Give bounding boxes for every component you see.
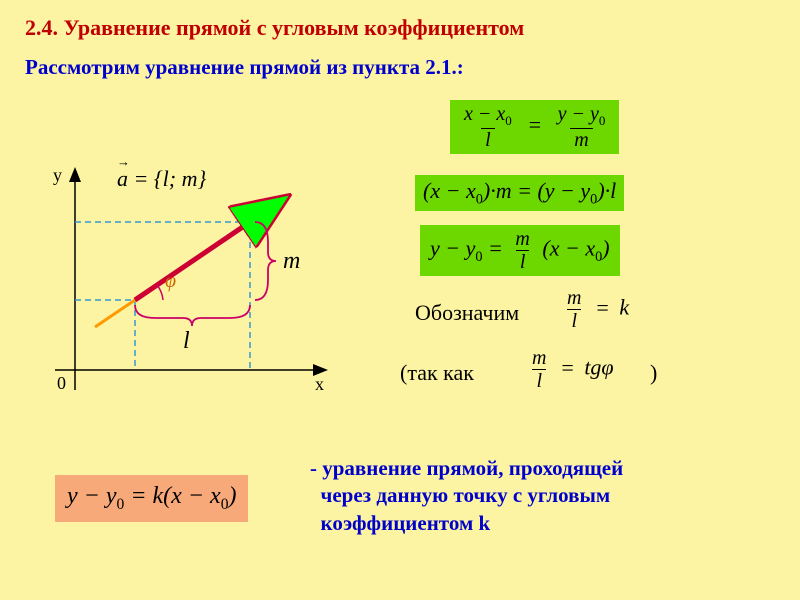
page-root: 2.4. Уравнение прямой с угловым коэффици…: [0, 0, 800, 600]
equation-3: y − y0 = m l (x − x0): [420, 225, 620, 276]
direction-vector: [135, 222, 250, 300]
because-close: ): [650, 360, 657, 386]
section-heading: 2.4. Уравнение прямой с угловым коэффици…: [25, 15, 524, 41]
y-axis-label: y: [53, 165, 62, 186]
conclusion-text: - уравнение прямой, проходящей через дан…: [310, 455, 623, 537]
k-definition: m l = k: [555, 285, 637, 334]
m-bracket: [255, 222, 276, 300]
origin-label: 0: [57, 373, 66, 394]
equation-final: y − y0 = k(x − x0): [55, 475, 248, 522]
vector-def: →a = {l; m}: [117, 166, 206, 192]
section-subheading: Рассмотрим уравнение прямой из пункта 2.…: [25, 55, 464, 80]
l-bracket: [135, 305, 250, 326]
graph-svg: [25, 160, 345, 410]
denote-label: Обозначим: [415, 300, 519, 326]
because-open: (так как: [400, 360, 474, 386]
m-label: m: [283, 248, 300, 275]
equation-1: x − x0 l = y − y0 m: [450, 100, 619, 154]
phi-label: φ: [165, 270, 176, 293]
l-label: l: [183, 328, 190, 355]
equation-2: (x − x0)·m = (y − y0)·l: [415, 175, 624, 211]
tan-definition: m l = tgφ: [520, 345, 622, 394]
angle-arc: [157, 285, 163, 300]
x-axis-label: x: [315, 374, 324, 395]
coordinate-graph: y x 0 φ m l →a = {l; m}: [25, 160, 345, 410]
